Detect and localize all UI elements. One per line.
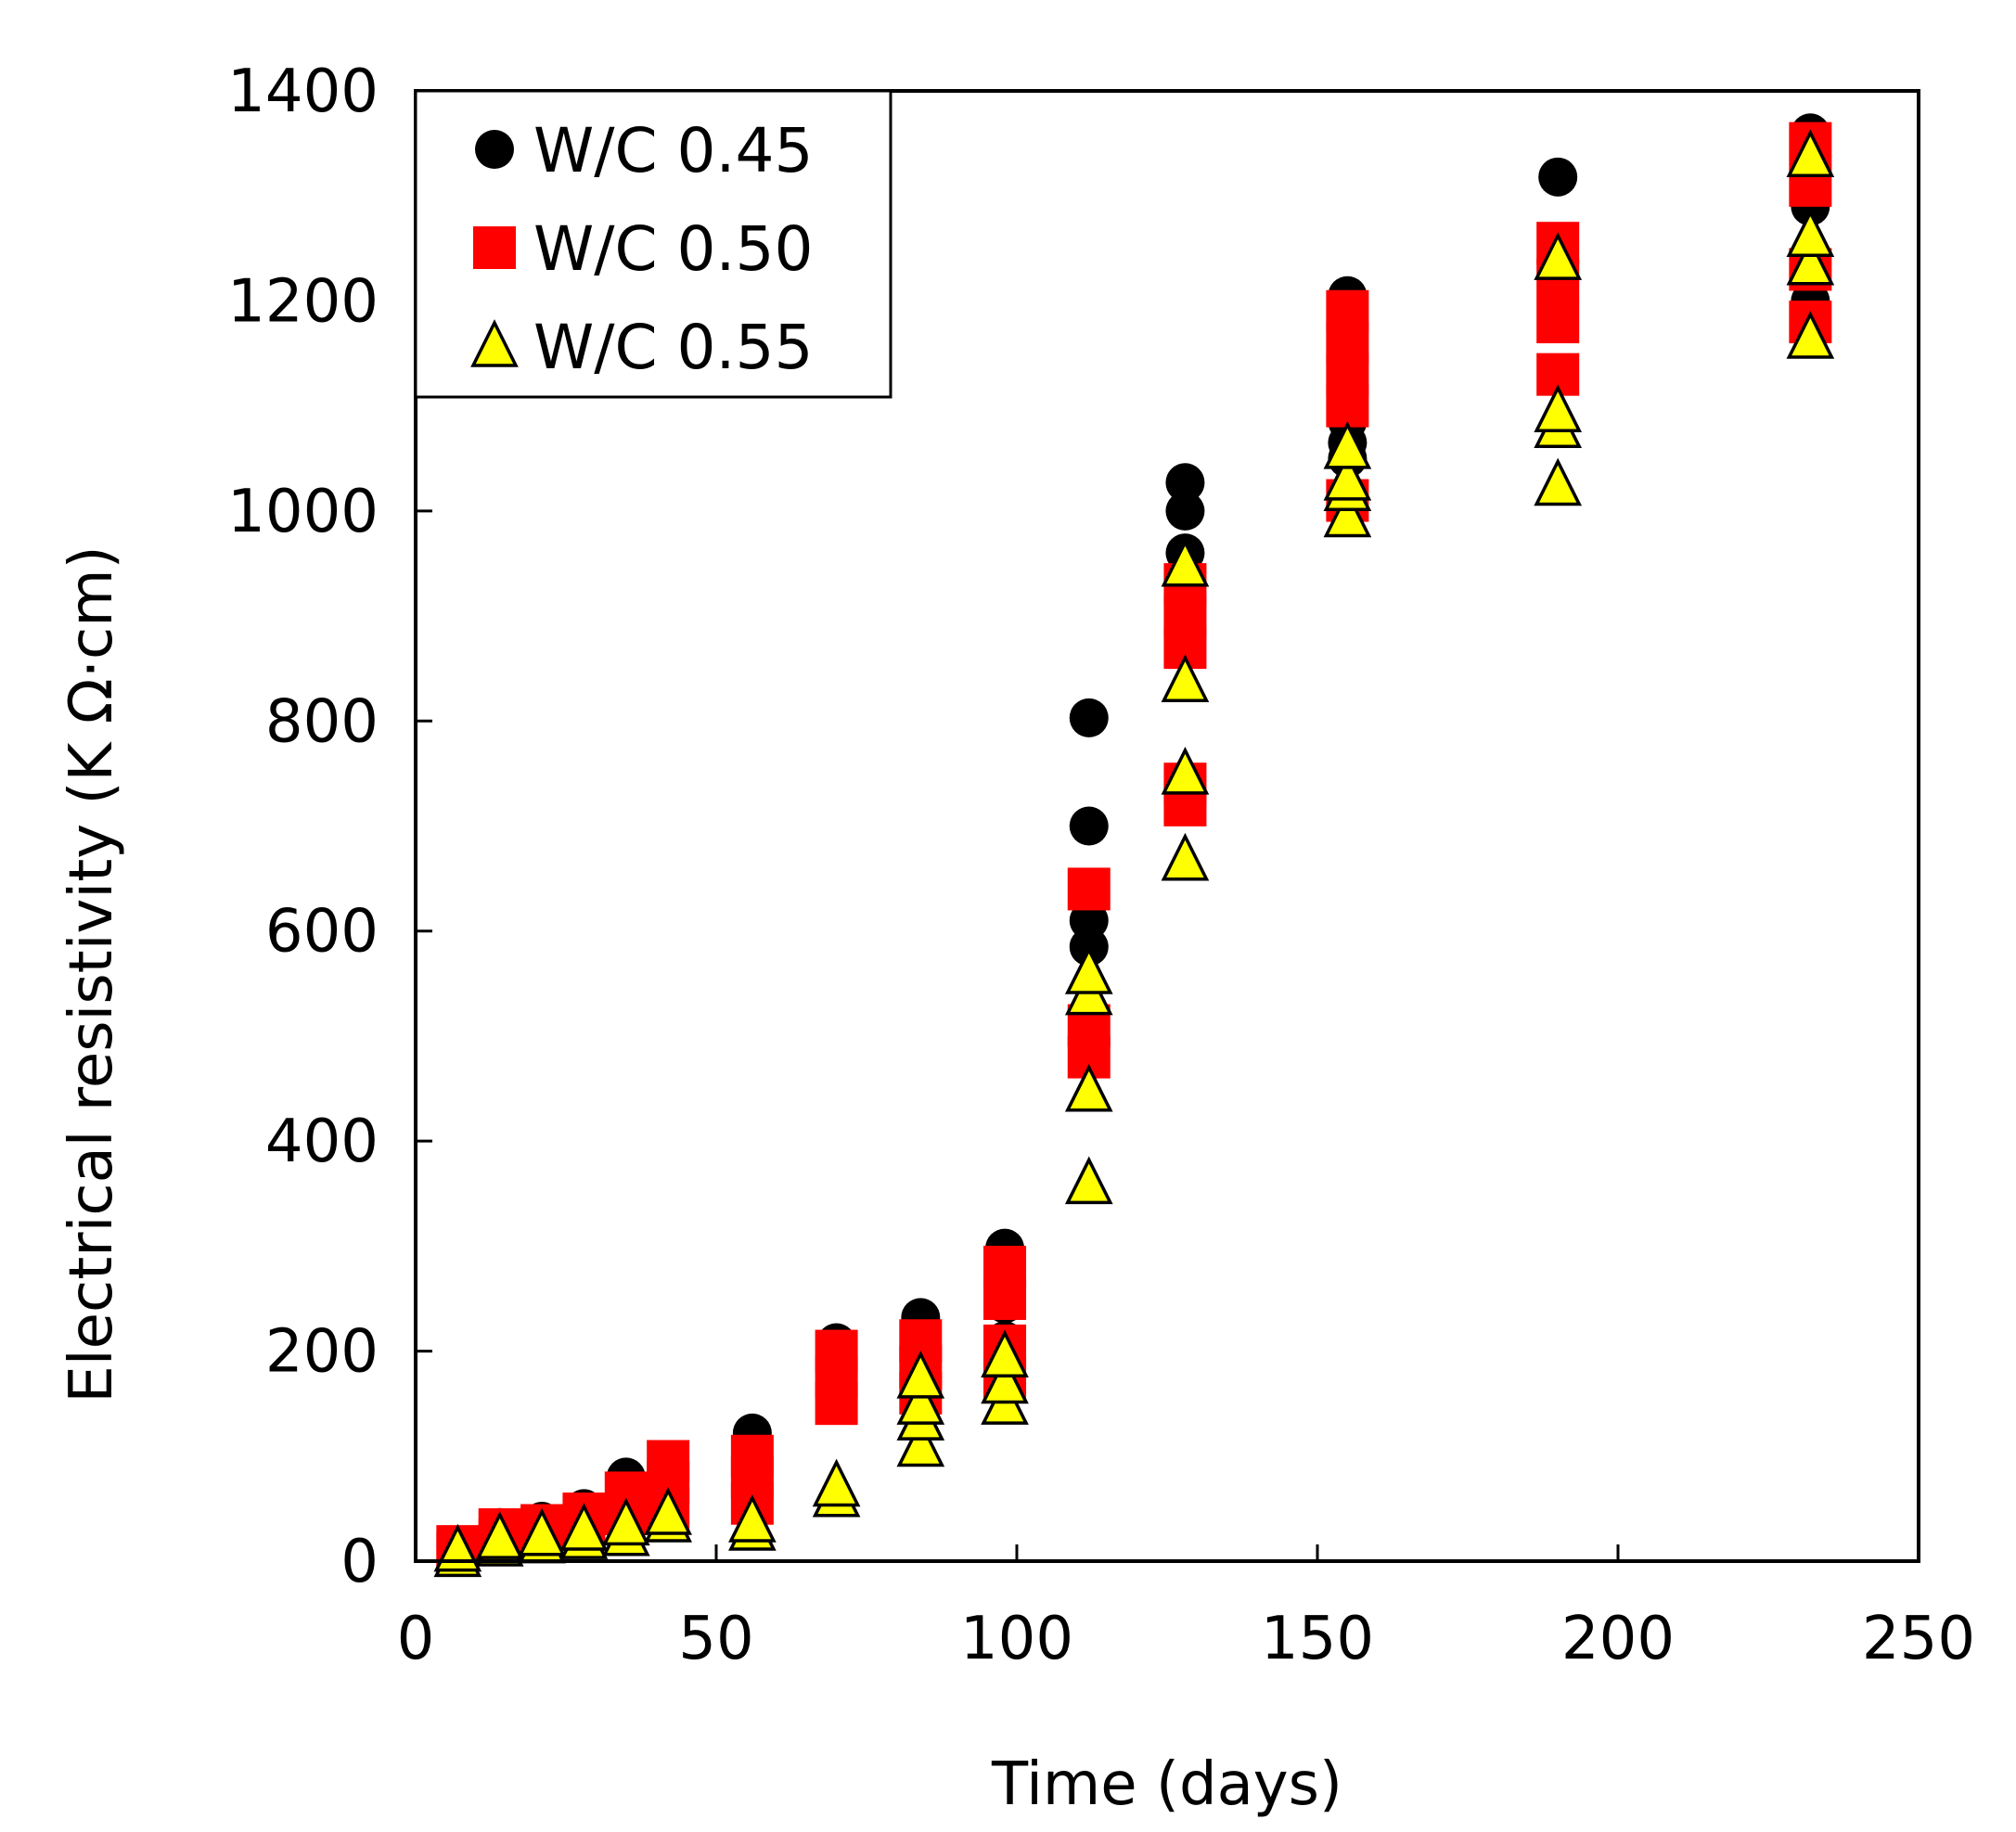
data-point-triangle (475, 1511, 524, 1559)
legend-label: W/C 0.50 (533, 213, 814, 285)
plot-frame (414, 89, 1920, 1563)
data-point-triangle (1786, 209, 1835, 257)
x-tick-label: 0 (397, 1605, 435, 1673)
data-point-triangle (1323, 452, 1372, 501)
series-square (436, 122, 1832, 1574)
y-tick-label: 1200 (227, 267, 379, 336)
data-point-triangle (601, 1497, 650, 1546)
data-point-triangle (1786, 237, 1835, 286)
data-point-square (647, 1440, 690, 1483)
data-point-triangle (896, 1377, 945, 1425)
data-point-triangle (518, 1507, 566, 1557)
data-point-triangle (1534, 384, 1583, 433)
data-point-triangle (896, 1418, 945, 1467)
data-point-triangle (559, 1503, 609, 1551)
data-point-triangle (1064, 1063, 1113, 1112)
x-axis: 0 50 100 150 200 250 (397, 1544, 1975, 1673)
y-tick-label: 400 (265, 1108, 379, 1176)
series-triangle (433, 129, 1835, 1578)
data-point-square (983, 1246, 1027, 1288)
data-point-triangle (1786, 311, 1835, 359)
data-point-circle (1069, 806, 1109, 846)
data-point-circle (1069, 901, 1109, 941)
legend-label: W/C 0.55 (533, 312, 814, 383)
data-point-square (1536, 301, 1580, 344)
x-tick-label: 50 (678, 1605, 753, 1673)
data-point-triangle (644, 1487, 692, 1535)
data-point-triangle (1323, 489, 1372, 538)
data-point-triangle (1064, 1156, 1113, 1205)
data-point-triangle (1161, 746, 1210, 795)
data-point-triangle (1323, 421, 1372, 469)
legend-marker-circle (475, 130, 514, 169)
data-point-circle (1165, 491, 1205, 531)
y-tick-label: 1400 (227, 58, 379, 126)
data-point-triangle (981, 1329, 1029, 1377)
x-tick-label: 200 (1561, 1605, 1675, 1673)
data-point-triangle (1064, 946, 1113, 994)
x-axis-title: Time (days) (991, 1750, 1342, 1819)
data-point-square (730, 1434, 774, 1478)
data-point-triangle (1161, 654, 1210, 703)
data-point-triangle (1534, 457, 1583, 506)
data-point-square (1067, 867, 1111, 911)
y-axis-title: Electrical resistivity (K Ω·cm) (58, 545, 126, 1403)
data-point-triangle (728, 1494, 777, 1543)
data-point-triangle (1786, 129, 1835, 177)
y-tick-label: 600 (265, 898, 379, 967)
legend-marker-triangle (470, 319, 519, 367)
x-tick-label: 150 (1261, 1605, 1374, 1673)
data-point-triangle (1161, 538, 1210, 587)
legend: W/C 0.45 W/C 0.50 W/C 0.55 (414, 89, 892, 399)
data-point-circle (1165, 463, 1205, 503)
data-point-circle (1538, 157, 1578, 197)
y-tick-label: 1000 (227, 478, 379, 546)
data-point-circle (1069, 698, 1109, 737)
y-tick-label: 800 (265, 687, 379, 756)
y-tick-label: 0 (340, 1528, 379, 1596)
legend-label: W/C 0.45 (533, 115, 814, 186)
data-point-triangle (1534, 232, 1583, 280)
data-point-triangle (812, 1458, 861, 1507)
data-point-square (815, 1329, 858, 1373)
data-point-square (1326, 289, 1369, 333)
y-tick-label: 200 (265, 1318, 379, 1387)
y-axis: 0 200 400 600 800 1000 1200 1400 (227, 58, 432, 1596)
plot-area (433, 113, 1835, 1578)
x-tick-label: 250 (1862, 1605, 1975, 1673)
data-point-triangle (1161, 832, 1210, 881)
data-point-triangle (981, 1355, 1029, 1404)
x-tick-label: 100 (960, 1605, 1073, 1673)
legend-marker-square (473, 226, 516, 269)
data-point-triangle (896, 1350, 945, 1399)
